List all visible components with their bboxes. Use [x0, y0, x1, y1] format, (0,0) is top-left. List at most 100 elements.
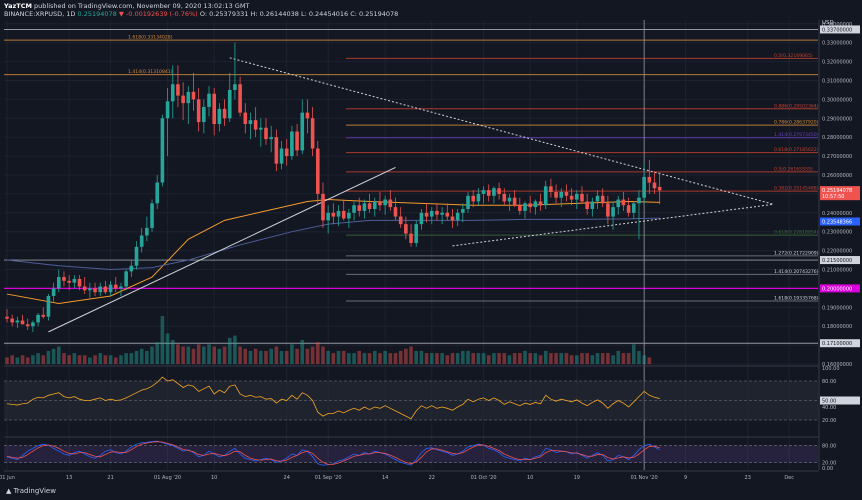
volume-bar	[46, 350, 51, 364]
candle-body	[51, 288, 56, 296]
time-tick: 13	[66, 475, 72, 481]
volume-bar	[543, 350, 548, 364]
volume-bar	[67, 355, 71, 364]
candle-body	[486, 190, 491, 196]
fib-level-label: 0.618(0.22818854)	[774, 230, 819, 236]
candle-body	[321, 193, 325, 221]
time-tick: 01 Aug '20	[154, 475, 181, 481]
stoch-tick: 0.00	[822, 466, 833, 472]
volume-bar	[170, 340, 175, 364]
volume-bar	[378, 353, 382, 364]
time-tick: 23	[745, 475, 751, 481]
candle-body	[543, 186, 548, 206]
candle-body	[341, 210, 346, 219]
price-tick: 0.29000000	[822, 116, 852, 122]
time-tick: 9	[684, 475, 687, 481]
candle-body	[170, 84, 175, 102]
volume-bar	[590, 355, 595, 364]
volume-bar	[259, 350, 263, 364]
volume-bar	[72, 353, 77, 364]
candle-body	[523, 203, 527, 211]
candle-body	[481, 190, 486, 194]
candle-body	[414, 224, 419, 244]
candle-body	[36, 314, 40, 323]
candle-body	[15, 320, 20, 323]
volume-bar	[398, 350, 403, 364]
stoch-k-line	[6, 440, 660, 466]
candle-body	[440, 212, 444, 215]
volume-bar	[57, 346, 61, 364]
stoch-band	[4, 445, 818, 463]
volume-bar	[212, 346, 216, 364]
volume-bar	[606, 353, 610, 364]
volume-bar	[165, 333, 170, 364]
candle-body	[538, 201, 543, 206]
candle-body	[243, 112, 248, 124]
volume-bar	[150, 346, 154, 364]
candle-body	[233, 84, 237, 90]
candle-body	[492, 188, 496, 196]
price-label: 10:57:50	[822, 194, 844, 200]
volume-bar	[321, 346, 325, 364]
price-label-bg	[820, 192, 860, 201]
fib-level-label: 0.886(0.29502364)	[774, 103, 819, 109]
price-label-bg	[820, 284, 860, 293]
time-tick: 10	[211, 475, 217, 481]
volume-bar	[15, 357, 20, 364]
volume-bar	[217, 348, 222, 364]
volume-bar	[569, 355, 574, 364]
candle-body	[5, 316, 9, 319]
candle-body	[134, 246, 139, 266]
candle-body	[600, 195, 605, 204]
price-label: 0.25194078	[822, 188, 852, 194]
candle-body	[476, 193, 481, 202]
volume-bar	[424, 353, 429, 364]
candle-body	[569, 195, 574, 200]
price-tick: 0.31000000	[822, 78, 852, 84]
volume-bar	[486, 355, 491, 364]
volume-bar	[554, 353, 558, 364]
candle-body	[461, 209, 465, 213]
volume-bar	[393, 353, 398, 364]
volume-bar	[124, 353, 128, 364]
candle-body	[264, 127, 268, 140]
volume-bar	[108, 355, 113, 364]
volume-bar	[295, 348, 299, 364]
fib-level-label: 1.618(0.33134028)	[128, 35, 173, 41]
candle-body	[631, 203, 636, 213]
volume-bar	[347, 353, 351, 364]
stoch-rsi-pane: 80.00 20.000.00	[4, 436, 836, 472]
candle-body	[57, 277, 61, 289]
publish-info: YazTCM published on TradingView.com, Nov…	[4, 2, 249, 10]
volume-bar	[481, 353, 486, 364]
volume-bar	[227, 337, 232, 364]
candle-body	[20, 320, 25, 325]
volume-bar	[435, 353, 439, 364]
candle-body	[259, 127, 263, 130]
candle-body	[82, 286, 87, 291]
price-tick: 0.21000000	[822, 267, 852, 273]
fib-level-label: 0.5(0.26165555)	[774, 166, 813, 172]
candle-body	[31, 322, 35, 327]
candle-body	[393, 207, 398, 217]
candle-body	[46, 295, 51, 317]
volume-bar	[269, 348, 273, 364]
volume-bar	[160, 316, 165, 364]
candle-body	[160, 118, 165, 183]
volume-bar	[409, 346, 413, 364]
candle-body	[554, 192, 558, 198]
volume-bar	[25, 357, 30, 364]
volume-bar	[51, 348, 56, 364]
publisher-name: YazTCM	[4, 2, 32, 10]
volume-bar	[77, 355, 82, 364]
volume-bar	[82, 355, 87, 364]
volume-bar	[538, 355, 543, 364]
volume-bar	[362, 353, 367, 364]
candle-body	[207, 93, 211, 107]
price-tick: 0.19000000	[822, 305, 852, 311]
time-tick: 24	[284, 475, 290, 481]
candle-body	[404, 224, 408, 234]
volume-bar	[616, 350, 621, 364]
